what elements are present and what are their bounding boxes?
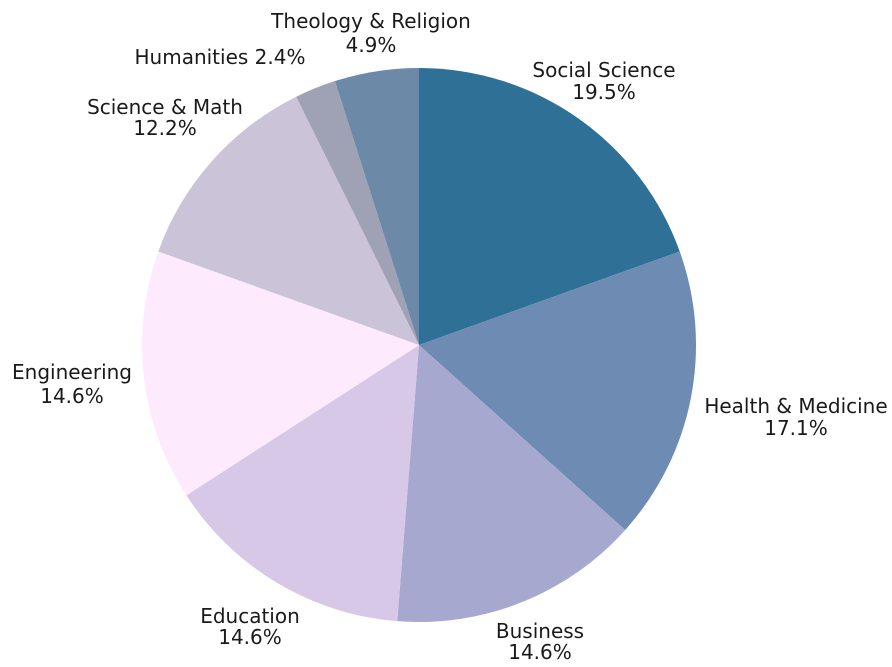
slice-percent-social-science: 19.5% (572, 80, 636, 104)
pie-slice-theology-religion (334, 68, 419, 345)
slice-label-theology-religion: Theology & Religion (270, 9, 471, 33)
slice-label-education: Education (200, 604, 300, 628)
pie-slice-humanities (296, 81, 419, 346)
slice-percent-business: 14.6% (508, 640, 572, 663)
pie-slice-business (397, 345, 626, 622)
pie-slice-education (186, 345, 419, 622)
pie-slice-social-science (419, 68, 680, 345)
slice-percent-theology-religion: 4.9% (346, 33, 397, 57)
slice-label-engineering: Engineering (12, 360, 132, 384)
pie-slice-engineering (141, 251, 419, 496)
pie-slice-science-math (158, 96, 419, 345)
slice-percent-engineering: 14.6% (40, 384, 104, 408)
slice-label-social-science: Social Science (532, 58, 675, 82)
slice-percent-health-medicine: 17.1% (764, 416, 828, 440)
slice-label-science-math: Science & Math (87, 95, 243, 119)
slice-percent-education: 14.6% (218, 625, 282, 649)
slice-percent-science-math: 12.2% (133, 116, 197, 140)
pie-slice-health-medicine (419, 251, 697, 530)
slice-label-humanities: Humanities 2.4% (135, 45, 306, 69)
slice-label-business: Business (496, 619, 584, 643)
slice-label-health-medicine: Health & Medicine (704, 394, 887, 418)
pie-slices (141, 68, 697, 622)
